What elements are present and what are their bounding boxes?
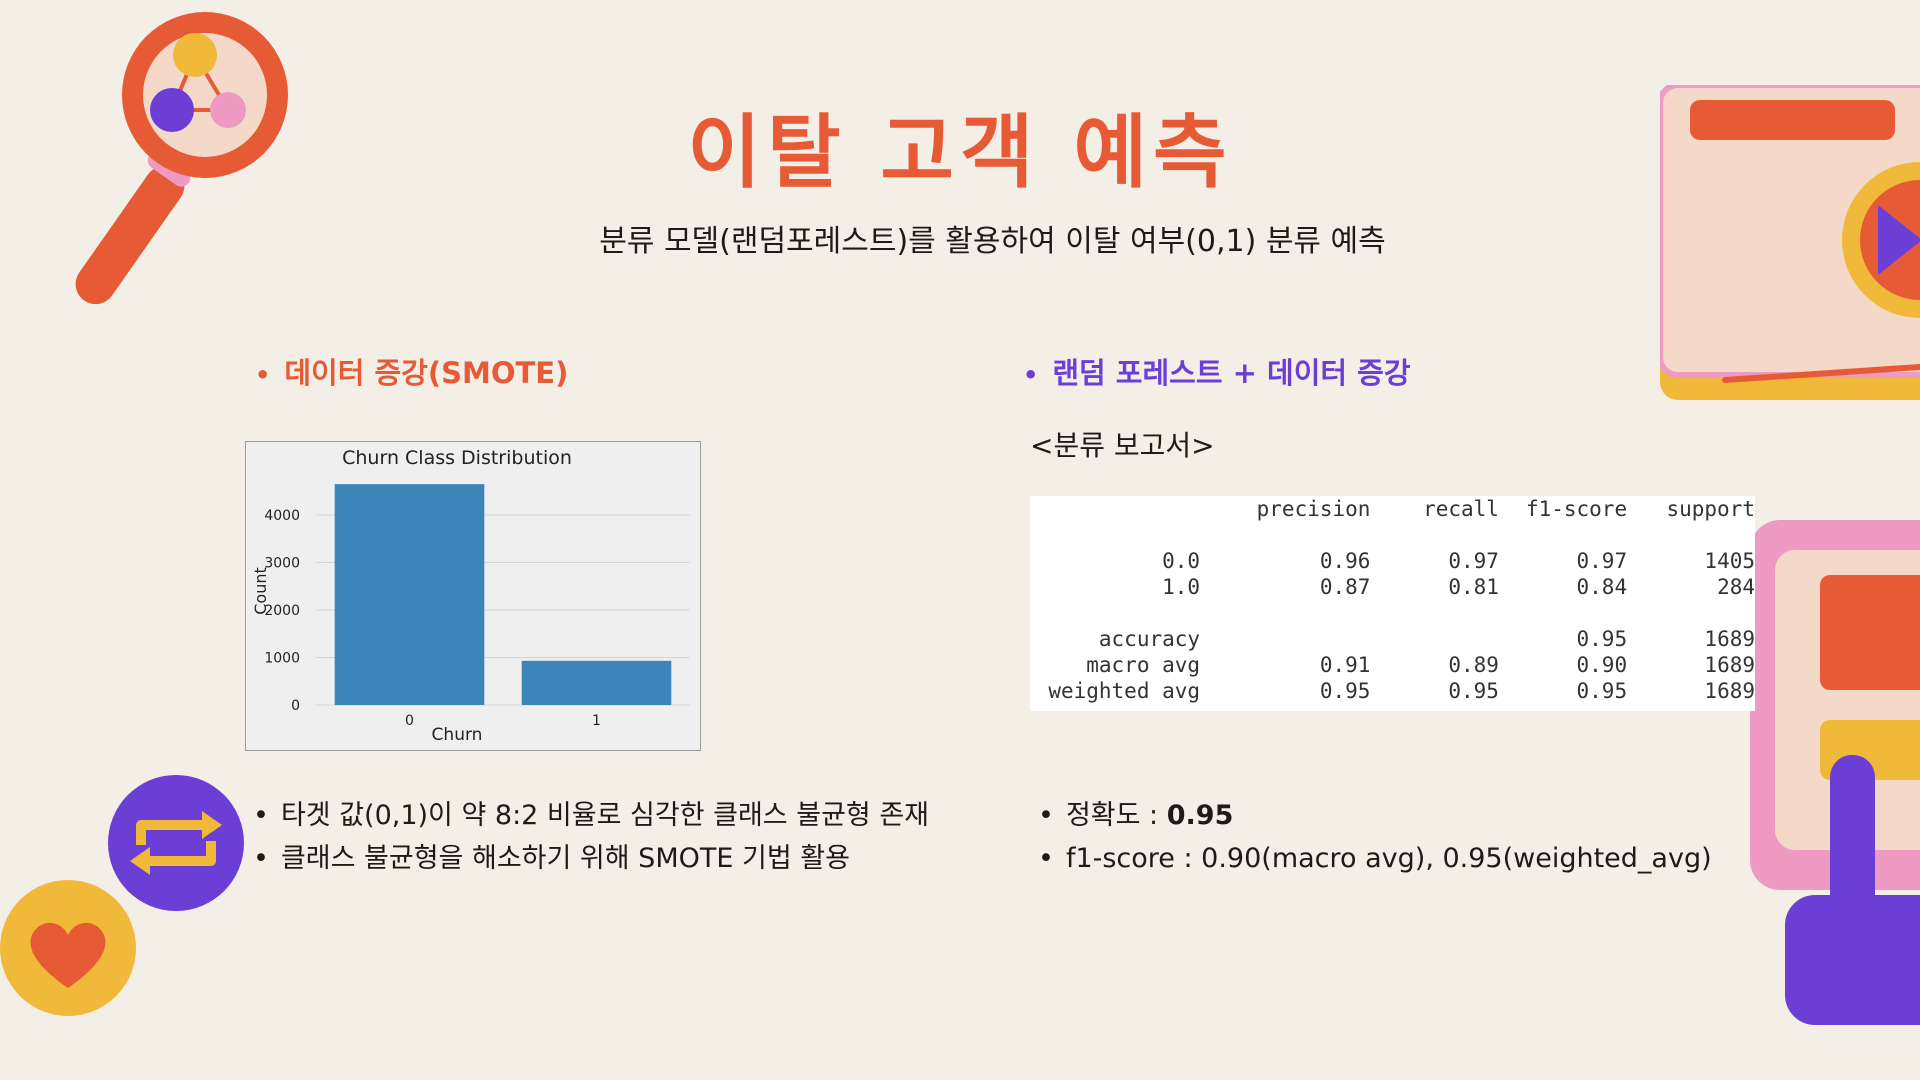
smote-bullets: 타겟 값(0,1)이 약 8:2 비율로 심각한 클래스 불균형 존재 클래스 … (253, 794, 929, 880)
report-cell: 0.96 (1319, 549, 1371, 573)
chart-y-label: Count (251, 567, 270, 615)
list-item: 정확도 : 0.95 (1038, 794, 1712, 837)
chart-y-tick-label: 3000 (264, 556, 300, 572)
report-cell: 284 (1717, 575, 1755, 599)
report-cell: 1405 (1704, 549, 1755, 573)
report-cell: accuracy (1098, 627, 1201, 651)
report-cell: 0.84 (1576, 575, 1628, 599)
chart-y-tick-label: 4000 (264, 508, 300, 524)
chart-y-tick-label: 2000 (264, 603, 300, 619)
report-cell: 0.97 (1448, 549, 1499, 573)
report-cell: 0.87 (1319, 575, 1371, 599)
report-cell: 0.97 (1576, 549, 1628, 573)
smote-heading: • 데이터 증강(SMOTE) (255, 356, 569, 390)
report-row: macro avg 0.91 0.89 0.90 1689 (1030, 652, 1755, 678)
report-cell: 0.81 (1448, 575, 1499, 599)
report-cell: weighted avg (1048, 679, 1201, 703)
report-cell: 0.95 (1448, 679, 1499, 703)
classification-report: precision recall f1-score support 0.0 0.… (1030, 496, 1755, 711)
report-header-support: support (1666, 497, 1755, 521)
refresh-icon (108, 775, 244, 911)
chart-bar (521, 660, 672, 705)
report-header-recall: recall (1423, 497, 1499, 521)
report-cell: 0.95 (1576, 679, 1628, 703)
rf-heading: • 랜덤 포레스트 + 데이터 증강 (1023, 356, 1411, 390)
accuracy-value: 0.95 (1166, 800, 1234, 831)
report-cell: macro avg (1086, 653, 1201, 677)
report-header-cell (1030, 496, 1200, 522)
report-cell: 0.95 (1319, 679, 1371, 703)
heart-icon (0, 880, 136, 1016)
chart-y-tick-label: 1000 (264, 651, 300, 667)
chart-x-tick-label: 1 (592, 713, 601, 729)
report-row: weighted avg 0.95 0.95 0.95 1689 (1030, 678, 1755, 704)
smote-heading-text: 데이터 증강(SMOTE) (284, 356, 569, 390)
chart-title: Churn Class Distribution (342, 447, 572, 469)
list-item: f1-score : 0.90(macro avg), 0.95(weighte… (1038, 837, 1712, 880)
report-header-f1: f1-score (1525, 497, 1628, 521)
page-title: 이탈 고객 예측 (687, 106, 1233, 199)
report-header-row: precision recall f1-score support (1030, 496, 1755, 522)
report-cell: 1689 (1704, 627, 1755, 651)
magnifier-molecule-icon (75, 12, 288, 305)
pointing-hand-icon (1750, 520, 1920, 1025)
chart-y-tick-label: 0 (291, 698, 300, 714)
accuracy-label: 정확도 : (1065, 800, 1167, 831)
report-row: 0.0 0.96 0.97 0.97 1405 (1030, 548, 1755, 574)
report-cell: 0.0 (1162, 549, 1201, 573)
churn-chart: 0 1000 2000 3000 4000 0 1 Churn Class Distribut… (245, 441, 701, 751)
report-cell: 1689 (1704, 679, 1755, 703)
report-table: precision recall f1-score support 0.0 0.… (1030, 496, 1755, 704)
chart-x-tick-label: 0 (405, 713, 414, 729)
report-cell: 0.91 (1319, 653, 1371, 677)
report-row: 1.0 0.87 0.81 0.84 284 (1030, 574, 1755, 600)
chart-bar (334, 484, 485, 705)
chart-x-label: Churn (432, 725, 483, 745)
list-item: 타겟 값(0,1)이 약 8:2 비율로 심각한 클래스 불균형 존재 (253, 794, 929, 837)
report-cell (1370, 626, 1499, 652)
video-player-icon (1660, 85, 1920, 400)
rf-bullets: 정확도 : 0.95 f1-score : 0.90(macro avg), 0… (1038, 794, 1712, 880)
report-header-precision: precision (1256, 497, 1371, 521)
report-cell: 0.95 (1576, 627, 1628, 651)
page-subtitle: 분류 모델(랜덤포레스트)를 활용하여 이탈 여부(0,1) 분류 예측 (599, 224, 1386, 259)
report-cell: 0.89 (1448, 653, 1499, 677)
report-cell: 1689 (1704, 653, 1755, 677)
report-cell: 0.90 (1576, 653, 1628, 677)
list-item: 클래스 불균형을 해소하기 위해 SMOTE 기법 활용 (253, 837, 929, 880)
rf-heading-text: 랜덤 포레스트 + 데이터 증강 (1052, 356, 1411, 390)
report-cell: 1.0 (1162, 575, 1201, 599)
report-row: accuracy 0.95 1689 (1030, 626, 1755, 652)
report-cell (1200, 626, 1370, 652)
report-label: <분류 보고서> (1030, 429, 1215, 462)
